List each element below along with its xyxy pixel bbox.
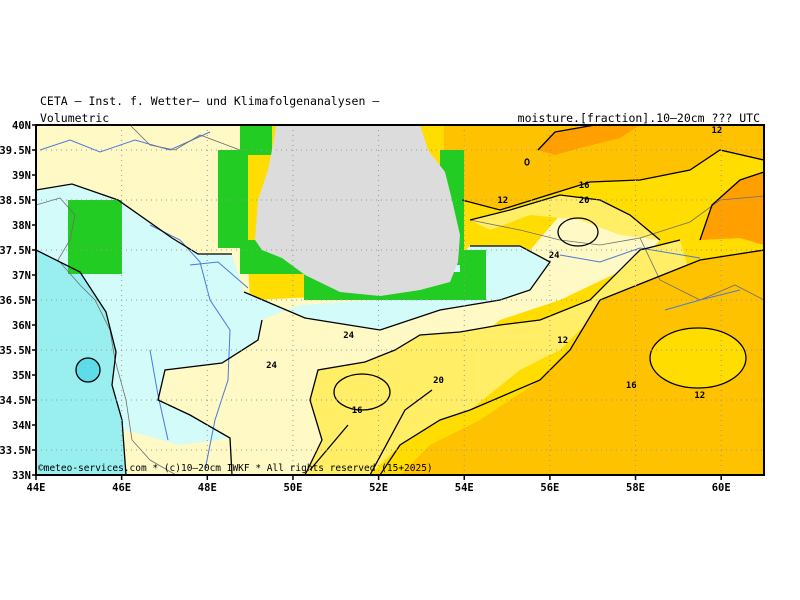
- lon-label: 48E: [198, 482, 217, 494]
- dry-zone-north: [444, 125, 764, 210]
- lat-label: 38N: [12, 220, 31, 232]
- lon-label: 58E: [626, 482, 645, 494]
- contour-label: 12: [711, 126, 722, 136]
- axis-labels: 44E 46E 48E 50E 52E 54E 56E 58E 60E 40N 39.5N 39N 38…: [0, 120, 731, 494]
- lat-label: 39.5N: [0, 145, 31, 157]
- lat-label: 36N: [12, 320, 31, 332]
- moisture-max-spot: [76, 358, 100, 382]
- caspian-sea: [255, 125, 460, 296]
- contour-label: 12: [497, 196, 508, 206]
- contour-label: 16: [626, 381, 637, 391]
- map-title: CETA – Inst. f. Wetter– und Klimafolgena…: [40, 94, 380, 108]
- contour-lines: [36, 125, 764, 475]
- dry-zone-east: [400, 250, 764, 475]
- contour-label: 20: [579, 196, 590, 206]
- lat-label: 33N: [12, 470, 31, 482]
- contour-label: 16: [579, 181, 590, 191]
- lat-label: 36.5N: [0, 295, 31, 307]
- moisture-pocket-east: [650, 328, 746, 388]
- contour-labels: 12 12 16 20 24 24 24 12 20 16 12 16: [266, 126, 722, 416]
- lat-label: 35.5N: [0, 345, 31, 357]
- graticule: [36, 125, 764, 475]
- lat-label: 40N: [12, 120, 31, 132]
- lon-label: 52E: [369, 482, 388, 494]
- contour-label: 24: [343, 331, 354, 341]
- contour-label: 20: [433, 376, 444, 386]
- very-dry-zone-northeast: [700, 172, 764, 245]
- contour-label: 12: [557, 336, 568, 346]
- lon-label: 46E: [112, 482, 131, 494]
- contour-label: 24: [549, 251, 560, 261]
- borders: [36, 125, 764, 475]
- variable-description-label: moisture.[fraction].10–20cm ??? UTC: [517, 111, 760, 125]
- lon-label: 56E: [540, 482, 559, 494]
- map-plot-area: 12 12 16 20 24 24 24 12 20 16 12 16: [36, 125, 764, 475]
- lon-label: 50E: [283, 482, 302, 494]
- contour-label: 16: [352, 406, 363, 416]
- lat-label: 37N: [12, 270, 31, 282]
- rivers: [39, 131, 741, 471]
- contour-label: 24: [266, 361, 277, 371]
- contour-label: 12: [694, 391, 705, 401]
- lat-label: 39N: [12, 170, 31, 182]
- lat-label: 38.5N: [0, 195, 31, 207]
- lat-label: 34N: [12, 420, 31, 432]
- lat-label: 33.5N: [0, 445, 31, 457]
- lat-label: 37.5N: [0, 245, 31, 257]
- lon-label: 54E: [455, 482, 474, 494]
- lat-label: 35N: [12, 370, 31, 382]
- lat-label: 34.5N: [0, 395, 31, 407]
- variable-type-label: Volumetric: [40, 111, 110, 125]
- lon-label: 60E: [712, 482, 731, 494]
- credit-text: ©meteo-services.com * (c)10–20cm IWKF * …: [38, 463, 433, 474]
- moisture-zone-24-28: [36, 184, 550, 475]
- moisture-pocket-south: [334, 374, 390, 410]
- very-dry-zone-north: [538, 125, 640, 155]
- lon-label: 44E: [27, 482, 46, 494]
